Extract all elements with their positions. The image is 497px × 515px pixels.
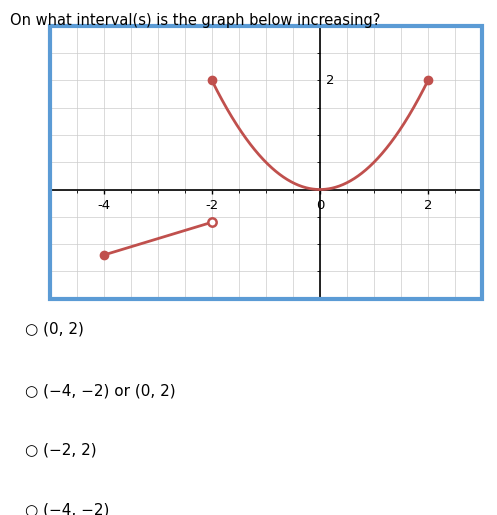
Text: ○ (−4, −2) or (0, 2): ○ (−4, −2) or (0, 2) bbox=[25, 384, 175, 399]
Bar bbox=[50, 26, 482, 299]
Text: ○ (−2, 2): ○ (−2, 2) bbox=[25, 443, 96, 458]
Text: On what interval(s) is the graph below increasing?: On what interval(s) is the graph below i… bbox=[10, 13, 380, 28]
Text: ○ (0, 2): ○ (0, 2) bbox=[25, 322, 83, 337]
Text: 2: 2 bbox=[327, 74, 335, 87]
Text: ○ (−4, −2): ○ (−4, −2) bbox=[25, 502, 109, 515]
